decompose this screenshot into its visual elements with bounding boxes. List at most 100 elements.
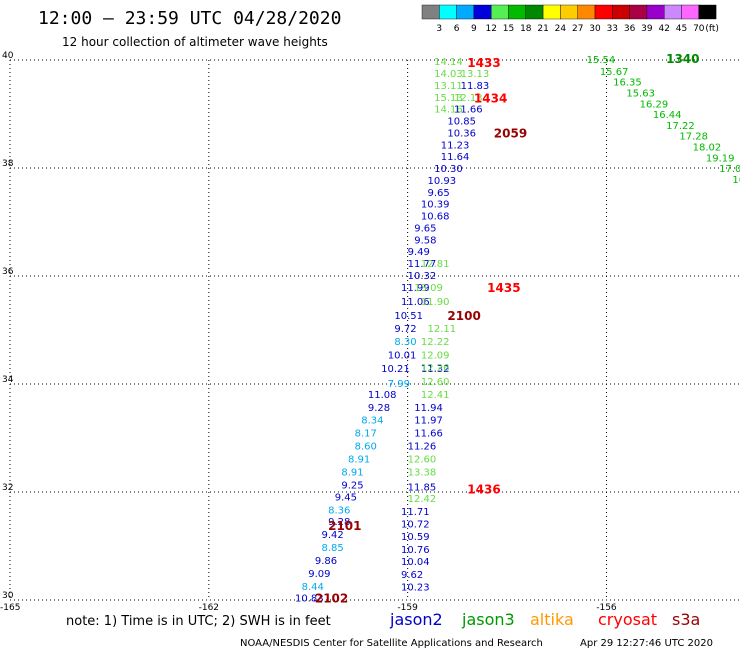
wave-height-value: 9.62 [401, 570, 423, 581]
wave-height-value: 10.01 [388, 350, 417, 361]
wave-height-value: 7.99 [388, 379, 410, 390]
wave-height-value: 17.07 [719, 164, 740, 175]
wave-height-value: 11.85 [408, 483, 437, 494]
color-scale-value: 42 [658, 24, 669, 34]
wave-height-value: 16.26 [732, 175, 740, 186]
wave-height-value: 15.63 [626, 88, 655, 99]
wave-height-value: 12.41 [421, 390, 450, 401]
wave-height-value: 16.35 [613, 78, 642, 89]
wave-height-value: 12.81 [421, 259, 450, 270]
satellite-name: jason2 [389, 610, 443, 629]
wave-height-value: 8.34 [361, 416, 383, 427]
wave-height-value: 10.36 [447, 128, 476, 139]
wave-height-value: 10.23 [401, 583, 430, 594]
wave-height-value: 13.38 [408, 468, 437, 479]
wave-height-value: 9.25 [341, 481, 363, 492]
color-scale: 3 6 9 12 15 18 21 24 27 30 33 36 39 42 45 70 (ft) [421, 4, 719, 34]
wave-height-value: 10.59 [401, 532, 430, 543]
wave-height-value: 8.91 [341, 468, 363, 479]
color-scale-swatch [577, 4, 596, 20]
wave-height-value: 16.44 [653, 110, 682, 121]
wave-height-value: 11.90 [421, 297, 450, 308]
chart-title: 12:00 – 23:59 UTC 04/28/2020 [38, 8, 341, 29]
pass-time-label: 1435 [487, 281, 520, 295]
wave-height-value: 12.42 [408, 494, 437, 505]
wave-height-value: 18.02 [693, 142, 722, 153]
wave-height-value: 15.67 [600, 67, 629, 78]
color-scale-value: 12 [485, 24, 496, 34]
color-scale-swatch [421, 4, 440, 20]
color-scale-value: 45 [676, 24, 687, 34]
wave-height-value: 13.13 [461, 69, 490, 80]
color-scale-value: 33 [607, 24, 618, 34]
wave-height-value: 9.58 [414, 235, 436, 246]
satellite-name: s3a [672, 610, 700, 629]
wave-height-value: 9.65 [428, 188, 450, 199]
wave-height-value: 11.83 [461, 81, 490, 92]
pass-time-label: 1434 [474, 91, 507, 105]
wave-height-value: 8.60 [355, 442, 377, 453]
wave-height-value: 17.22 [666, 121, 695, 132]
wave-height-points: 14.1414.0313.1311.8313.1115.1312.1314.16… [295, 55, 740, 604]
wave-height-value: 12.22 [421, 337, 450, 348]
color-scale-value: 70 [693, 24, 705, 34]
color-scale-swatch [594, 4, 613, 20]
color-scale-swatch [560, 4, 578, 20]
color-scale-swatch [612, 4, 630, 20]
wave-height-value: 12.60 [408, 455, 437, 466]
pass-time-label: 2100 [447, 309, 480, 323]
satellite-name: jason3 [461, 610, 515, 629]
color-scale-swatch [525, 4, 544, 20]
grid [9, 59, 739, 601]
color-scale-swatch [439, 4, 457, 20]
wave-height-value: 9.45 [335, 492, 357, 503]
x-tick-label: -159 [397, 603, 418, 613]
y-tick-label: 40 [2, 51, 14, 61]
pass-time-label: 1433 [467, 56, 500, 70]
color-scale-value: 21 [537, 24, 548, 34]
satellite-legend: jason2 jason3 altika cryosat s3a [389, 610, 700, 629]
color-scale-value: 9 [471, 24, 477, 34]
wave-height-value: 10.21 [381, 364, 410, 375]
wave-height-value: 11.77 [408, 259, 437, 270]
pass-time-label: 1340 [666, 52, 699, 66]
wave-height-value: 14.14 [434, 57, 463, 68]
wave-height-value: 10.51 [394, 311, 423, 322]
wave-height-value: 15.13 [434, 93, 463, 104]
color-scale-swatch [491, 4, 509, 20]
wave-height-value: 9.72 [394, 324, 416, 335]
color-scale-value: 18 [520, 24, 532, 34]
color-scale-swatch [646, 4, 665, 20]
color-scale-swatch [664, 4, 682, 20]
wave-height-value: 12.13 [454, 93, 483, 104]
wave-height-value: 10.39 [421, 200, 450, 211]
wave-height-value: 11.71 [401, 507, 430, 518]
wave-height-value: 9.49 [408, 247, 430, 258]
pass-time-label: 1436 [467, 482, 500, 496]
wave-height-value: 11.66 [454, 105, 483, 116]
wave-height-value: 9.28 [328, 517, 350, 528]
wave-height-value: 12.60 [421, 377, 450, 388]
x-tick-label: -156 [596, 603, 617, 613]
wave-height-value: 8.30 [394, 337, 416, 348]
satellite-name: altika [530, 610, 574, 629]
pass-time-label: 2101 [328, 519, 361, 533]
color-scale-swatch [681, 4, 699, 20]
wave-height-value: 11.64 [441, 152, 470, 163]
wave-height-value: 9.86 [315, 556, 337, 567]
satellite-name: cryosat [598, 610, 657, 629]
footer-timestamp: Apr 29 12:27:46 UTC 2020 [580, 638, 713, 649]
wave-height-value: 8.44 [302, 582, 324, 593]
x-tick-label: -162 [199, 603, 219, 613]
wave-height-value: 14.16 [434, 105, 463, 116]
pass-time-label: 2102 [315, 591, 348, 605]
y-tick-label: 32 [2, 483, 13, 493]
color-scale-value: 27 [572, 24, 583, 34]
wave-height-value: 13.11 [434, 81, 463, 92]
color-scale-swatch [698, 4, 717, 20]
wave-height-value: 16.29 [640, 99, 669, 110]
color-scale-value: 36 [624, 24, 636, 34]
color-scale-value: 30 [589, 24, 601, 34]
wave-height-value: 10.30 [434, 164, 463, 175]
